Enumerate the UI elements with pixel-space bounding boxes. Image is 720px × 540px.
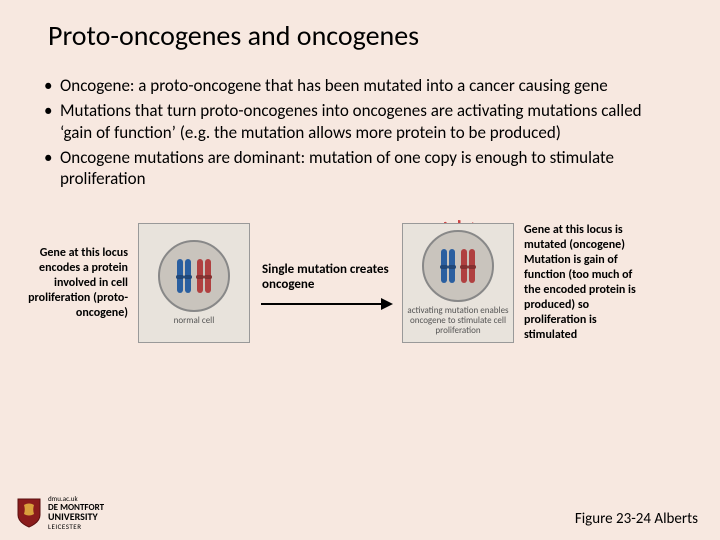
cancer-cell-label: activating mutation enables oncogene to …: [403, 306, 513, 336]
figure-reference: Figure 23-24 Alberts: [575, 510, 698, 528]
bullet-item: Oncogene: a proto-oncogene that has been…: [44, 75, 676, 96]
cancer-cell-figure: activating mutation enables oncogene to …: [402, 223, 514, 343]
chromosomes: [177, 259, 211, 293]
arrow-icon: [261, 303, 391, 305]
bullet-item: Oncogene mutations are dominant: mutatio…: [44, 147, 676, 190]
slide-title: Proto-oncogenes and oncogenes: [0, 0, 720, 53]
logo-text: dmu.ac.uk DE MONTFORT UNIVERSITY LEICEST…: [48, 495, 104, 530]
normal-cell-icon: [158, 240, 230, 312]
left-caption: Gene at this locus encodes a protein inv…: [14, 246, 132, 321]
normal-cell-figure: normal cell: [138, 223, 250, 343]
arrow-caption: Single mutation creates oncogene: [256, 262, 396, 293]
normal-cell-label: normal cell: [170, 316, 219, 326]
bullet-list: Oncogene: a proto-oncogene that has been…: [0, 53, 720, 189]
chromosomes: [441, 249, 475, 283]
arrow-column: Single mutation creates oncogene: [256, 262, 396, 305]
cancer-cell-icon: [422, 230, 494, 302]
right-caption: Gene at this locus is mutated (oncogene)…: [520, 223, 648, 343]
bullet-item: Mutations that turn proto-oncogenes into…: [44, 100, 676, 143]
diagram-row: Gene at this locus encodes a protein inv…: [0, 193, 720, 343]
crest-icon: [16, 497, 42, 529]
university-logo: dmu.ac.uk DE MONTFORT UNIVERSITY LEICEST…: [16, 495, 104, 530]
